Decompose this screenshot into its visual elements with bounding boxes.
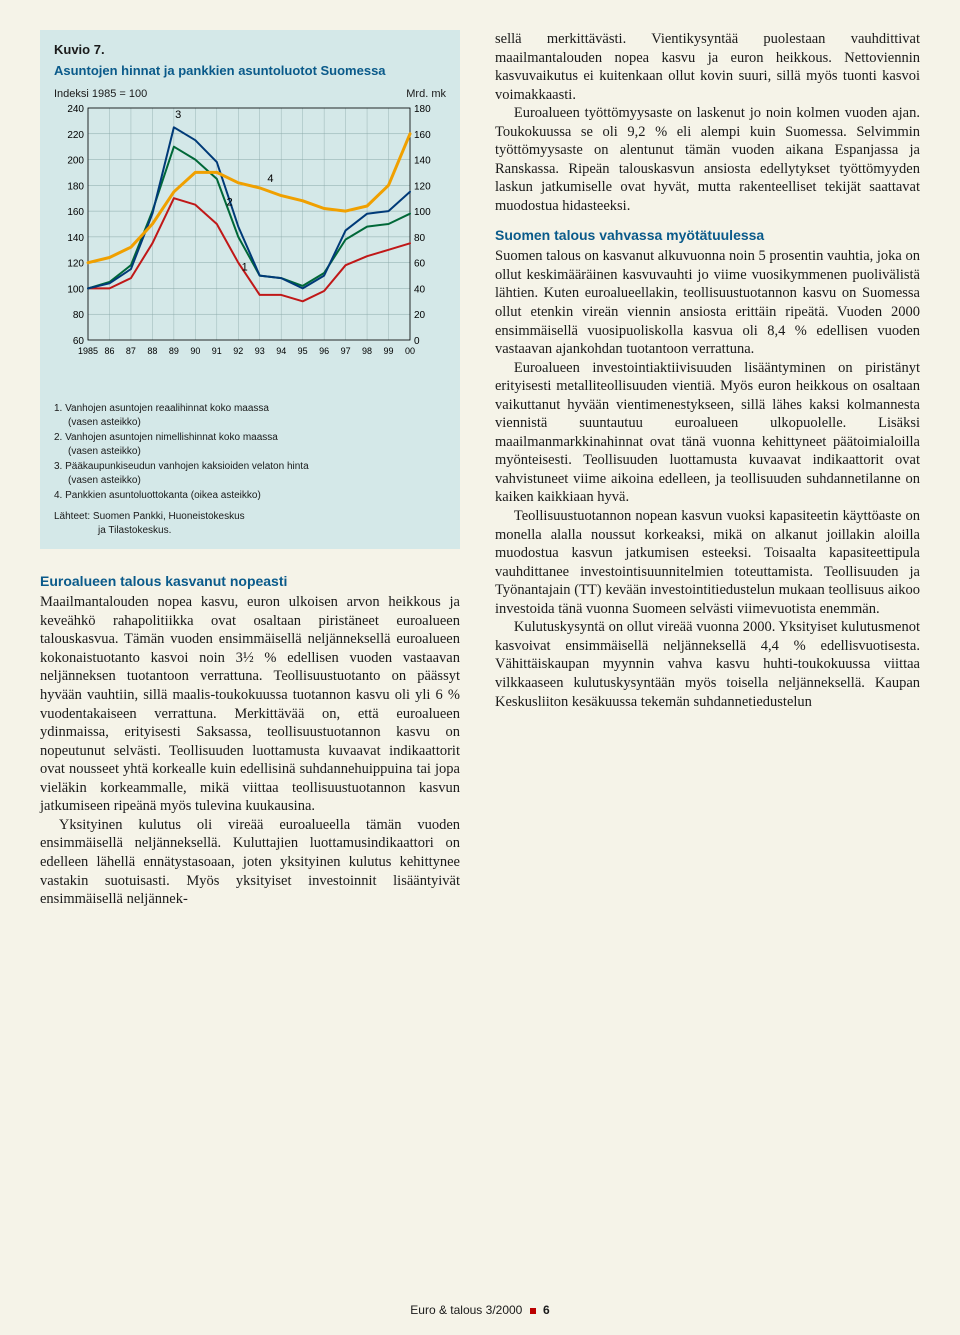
svg-text:00: 00 <box>405 346 415 356</box>
left-body-text: Euroalueen talous kasvanut nopeasti Maai… <box>40 573 460 908</box>
svg-text:140: 140 <box>67 233 84 244</box>
legend-item-sub: (vasen asteikko) <box>54 416 446 430</box>
chart-legend: 1. Vanhojen asuntojen reaalihinnat koko … <box>54 402 446 503</box>
svg-text:3: 3 <box>175 109 181 121</box>
chart-source-line1: Lähteet: Suomen Pankki, Huoneistokeskus <box>54 510 446 524</box>
svg-text:88: 88 <box>147 346 157 356</box>
svg-text:40: 40 <box>414 284 426 295</box>
svg-text:87: 87 <box>126 346 136 356</box>
svg-text:98: 98 <box>362 346 372 356</box>
svg-text:99: 99 <box>384 346 394 356</box>
right-p4: Euroalueen investointiaktiivisuuden lisä… <box>495 359 920 507</box>
chart-container: Kuvio 7. Asuntojen hinnat ja pankkien as… <box>40 30 460 549</box>
footer-page: 6 <box>543 1303 550 1317</box>
svg-text:1985: 1985 <box>78 346 98 356</box>
legend-item-sub: (vasen asteikko) <box>54 474 446 488</box>
svg-text:80: 80 <box>414 233 426 244</box>
svg-text:240: 240 <box>67 104 84 115</box>
chart-plot: 6080100120140160180200220240020406080100… <box>54 102 444 392</box>
svg-text:90: 90 <box>190 346 200 356</box>
footer-journal: Euro & talous 3/2000 <box>410 1303 522 1317</box>
chart-axis-labels-row: Indeksi 1985 = 100 Mrd. mk <box>54 88 446 100</box>
legend-item: 1. Vanhojen asuntojen reaalihinnat koko … <box>54 402 446 416</box>
svg-text:4: 4 <box>267 173 273 185</box>
right-p2: Euroalueen työttömyysaste on laskenut jo… <box>495 104 920 215</box>
svg-text:97: 97 <box>341 346 351 356</box>
svg-text:120: 120 <box>414 181 431 192</box>
svg-text:95: 95 <box>298 346 308 356</box>
svg-text:94: 94 <box>276 346 286 356</box>
right-p5: Teollisuustuotannon nopean kasvun vuoksi… <box>495 507 920 618</box>
svg-text:89: 89 <box>169 346 179 356</box>
footer-separator-icon <box>530 1308 536 1314</box>
svg-text:20: 20 <box>414 310 426 321</box>
right-body-text: sellä merkittävästi. Vientikysyntää puol… <box>495 30 920 711</box>
svg-text:93: 93 <box>255 346 265 356</box>
right-p1: sellä merkittävästi. Vientikysyntää puol… <box>495 30 920 104</box>
svg-text:2: 2 <box>227 197 233 209</box>
svg-text:160: 160 <box>67 207 84 218</box>
svg-text:91: 91 <box>212 346 222 356</box>
left-axis-label: Indeksi 1985 = 100 <box>54 88 147 100</box>
legend-item: 2. Vanhojen asuntojen nimellishinnat kok… <box>54 431 446 445</box>
svg-text:180: 180 <box>67 181 84 192</box>
svg-text:160: 160 <box>414 130 431 141</box>
right-axis-label: Mrd. mk <box>406 88 446 100</box>
svg-text:120: 120 <box>67 259 84 270</box>
right-p6: Kulutuskysyntä on ollut vireää vuonna 20… <box>495 618 920 711</box>
svg-text:86: 86 <box>104 346 114 356</box>
chart-title: Asuntojen hinnat ja pankkien asuntoluoto… <box>54 63 446 80</box>
left-section-heading: Euroalueen talous kasvanut nopeasti <box>40 573 460 591</box>
legend-item: 3. Pääkaupunkiseudun vanhojen kaksioiden… <box>54 460 446 474</box>
svg-text:140: 140 <box>414 155 431 166</box>
legend-item-sub: (vasen asteikko) <box>54 445 446 459</box>
svg-text:180: 180 <box>414 104 431 115</box>
svg-text:100: 100 <box>414 207 431 218</box>
svg-text:100: 100 <box>67 284 84 295</box>
chart-source-line2: ja Tilastokeskus. <box>54 524 446 538</box>
left-p2: Yksityinen kulutus oli vireää euroalueel… <box>40 816 460 909</box>
right-section-heading: Suomen talous vahvassa myötätuulessa <box>495 227 920 245</box>
svg-text:96: 96 <box>319 346 329 356</box>
svg-text:200: 200 <box>67 155 84 166</box>
svg-text:220: 220 <box>67 130 84 141</box>
svg-text:60: 60 <box>414 259 426 270</box>
svg-text:80: 80 <box>73 310 85 321</box>
legend-item: 4. Pankkien asuntoluottokanta (oikea ast… <box>54 489 446 503</box>
left-p1: Maailmantalouden nopea kasvu, euron ulko… <box>40 593 460 816</box>
chart-number: Kuvio 7. <box>54 42 446 57</box>
right-p3: Suomen talous on kasvanut alkuvuonna noi… <box>495 247 920 358</box>
chart-source: Lähteet: Suomen Pankki, Huoneistokeskus … <box>54 510 446 537</box>
svg-text:92: 92 <box>233 346 243 356</box>
page-footer: Euro & talous 3/2000 6 <box>0 1303 960 1317</box>
svg-text:1: 1 <box>242 261 248 273</box>
